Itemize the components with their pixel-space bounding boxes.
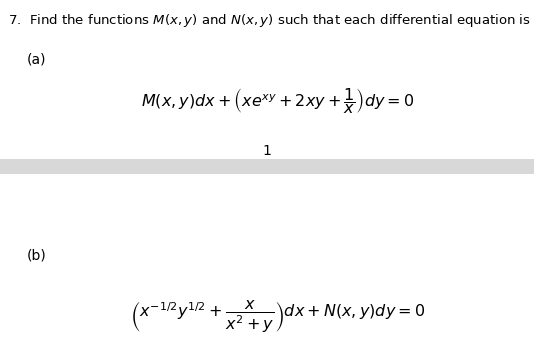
Text: 7.  Find the functions $M(x, y)$ and $N(x, y)$ such that each differential equat: 7. Find the functions $M(x, y)$ and $N(x… bbox=[8, 12, 534, 29]
Text: $M(x, y)dx + \left(xe^{xy} + 2xy + \dfrac{1}{x}\right)dy = 0$: $M(x, y)dx + \left(xe^{xy} + 2xy + \dfra… bbox=[141, 86, 414, 116]
Text: $\left(x^{-1/2}y^{1/2} + \dfrac{x}{x^2 + y}\right)dx + N(x, y)dy = 0$: $\left(x^{-1/2}y^{1/2} + \dfrac{x}{x^2 +… bbox=[130, 299, 425, 335]
Text: (b): (b) bbox=[27, 248, 46, 262]
Text: 1: 1 bbox=[263, 144, 271, 158]
Text: (a): (a) bbox=[27, 52, 46, 66]
FancyBboxPatch shape bbox=[0, 159, 534, 174]
